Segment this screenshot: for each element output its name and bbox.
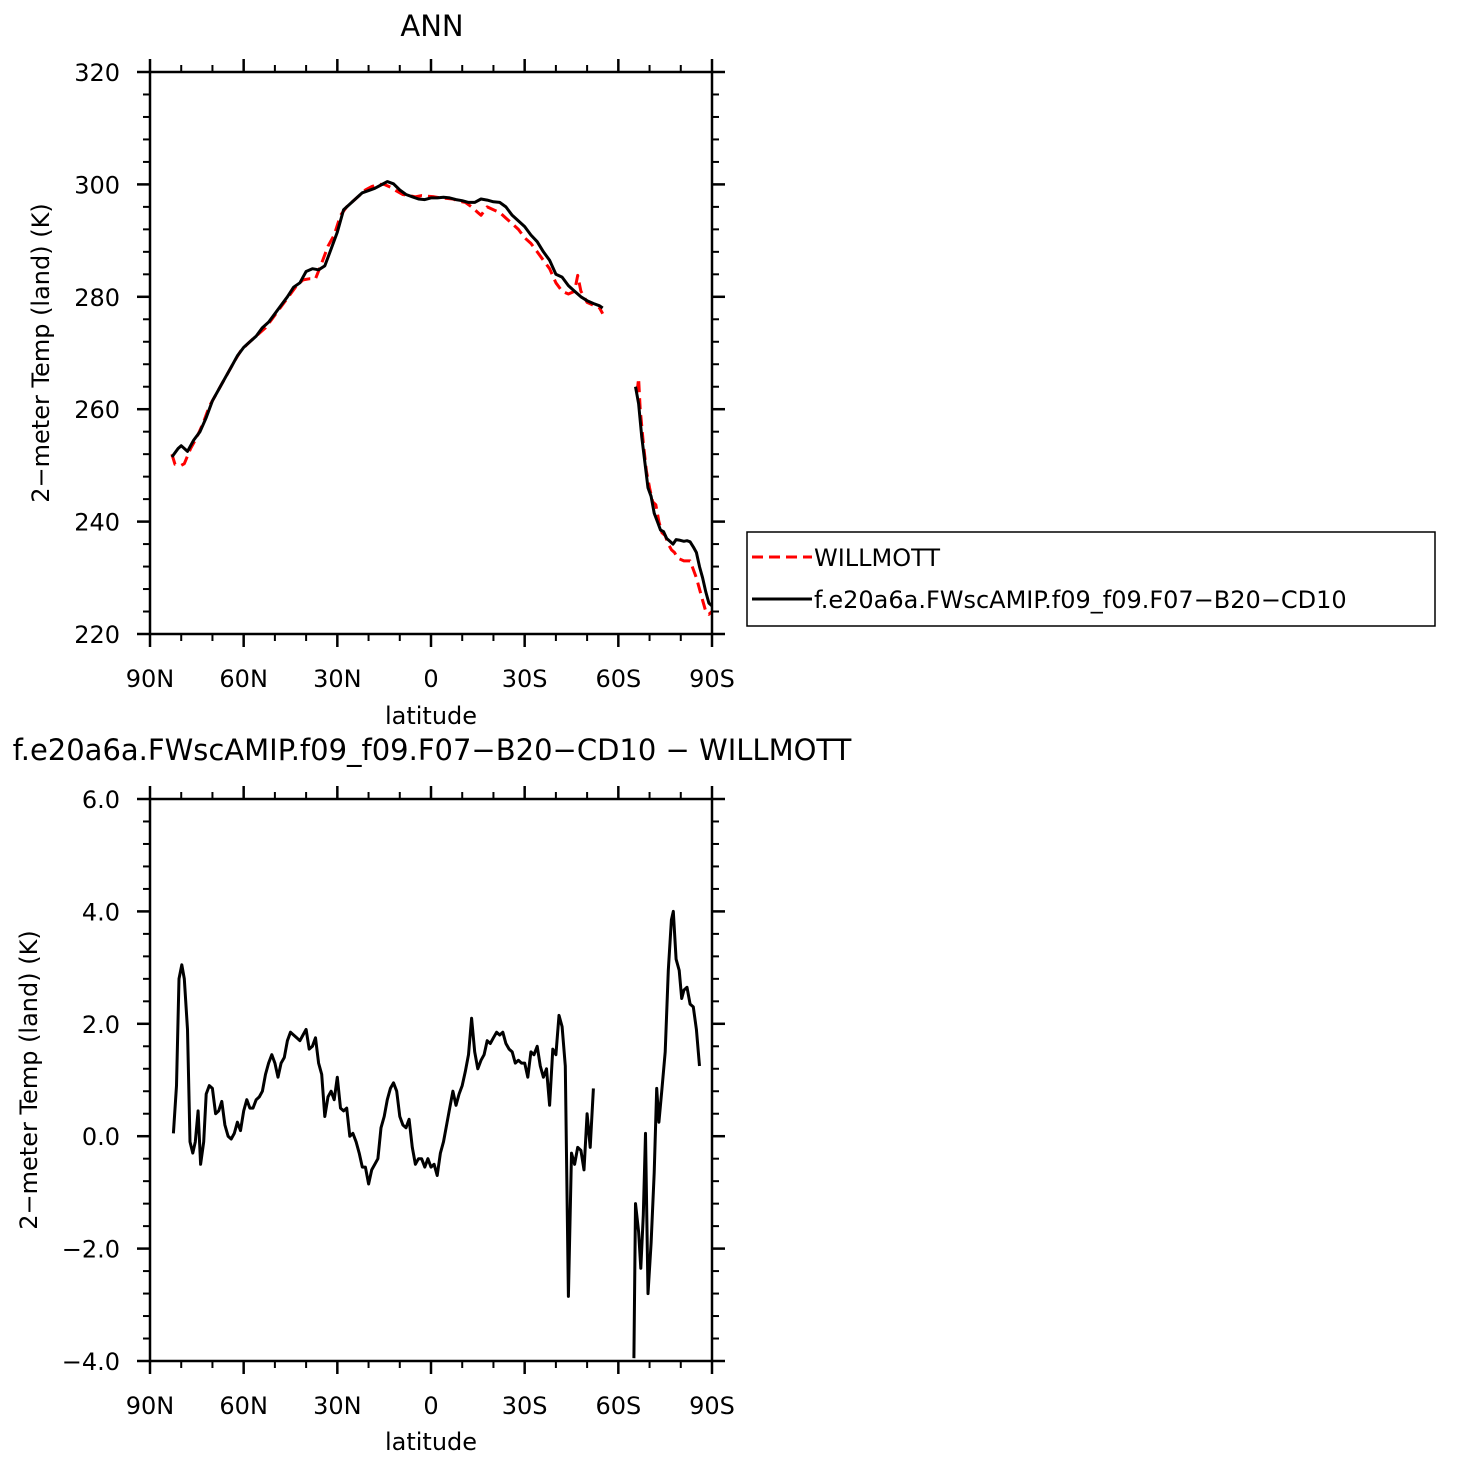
chart0-y-tick-label: 240 — [74, 509, 120, 537]
chart0-x-tick-label: 0 — [423, 665, 438, 693]
chart1-x-tick-label: 30N — [313, 1392, 362, 1420]
chart0-x-tick-label: 60N — [219, 665, 268, 693]
chart0-y-tick-label: 260 — [74, 396, 120, 424]
chart1-x-tick-label: 90N — [126, 1392, 175, 1420]
legend: WILLMOTT f.e20a6a.FWscAMIP.f09_f09.F07−B… — [746, 531, 1436, 627]
legend-box — [746, 531, 1436, 627]
top-chart-y-axis-label: 2−meter Temp (land) (K) — [27, 203, 55, 502]
chart0-x-tick-label: 90S — [689, 665, 735, 693]
chart0-x-tick-label: 60S — [595, 665, 641, 693]
chart1-x-tick-label: 60S — [595, 1392, 641, 1420]
top-chart-y-tick-labels: 220 240 260 280 300 320 — [74, 59, 120, 649]
chart0-series-1-segment-0 — [170, 180, 604, 458]
chart0-series-1-segment-1 — [634, 386, 714, 608]
chart1-x-tick-label: 30S — [502, 1392, 548, 1420]
top-chart-title: ANN — [400, 9, 463, 43]
top-chart-x-tick-labels: 90N 60N 30N 0 30S 60S 90S — [126, 665, 735, 693]
chart1-y-tick-label: 4.0 — [82, 898, 120, 926]
chart1-y-tick-label: 0.0 — [82, 1123, 120, 1151]
chart1-x-tick-label: 0 — [423, 1392, 438, 1420]
bottom-chart: f.e20a6a.FWscAMIP.f09_f09.F07−B20−CD10 −… — [13, 733, 852, 1456]
bottom-chart-y-axis-label: 2−meter Temp (land) (K) — [15, 930, 43, 1229]
chart1-series-0-segment-0 — [171, 963, 595, 1298]
top-chart-series — [170, 180, 714, 616]
chart1-x-tick-label: 60N — [219, 1392, 268, 1420]
chart0-x-tick-label: 30N — [313, 665, 362, 693]
bottom-chart-ticks — [137, 786, 725, 1374]
chart0-y-tick-label: 220 — [74, 621, 120, 649]
chart0-x-tick-label: 90N — [126, 665, 175, 693]
legend-label-willmott: WILLMOTT — [814, 544, 940, 572]
chart1-x-tick-label: 90S — [689, 1392, 735, 1420]
chart1-y-tick-label: −4.0 — [62, 1348, 120, 1376]
top-chart-x-axis-label: latitude — [385, 702, 477, 730]
bottom-chart-x-axis-label: latitude — [385, 1428, 477, 1456]
top-chart-ticks — [137, 59, 725, 647]
chart1-y-tick-label: 2.0 — [82, 1011, 120, 1039]
legend-label-model: f.e20a6a.FWscAMIP.f09_f09.F07−B20−CD10 — [814, 586, 1347, 614]
chart1-y-tick-label: 6.0 — [82, 786, 120, 814]
bottom-chart-y-tick-labels: −4.0 −2.0 0.0 2.0 4.0 6.0 — [62, 786, 120, 1376]
chart1-y-tick-label: −2.0 — [62, 1236, 120, 1264]
chart0-x-tick-label: 30S — [502, 665, 548, 693]
chart0-y-tick-label: 280 — [74, 284, 120, 312]
chart0-y-tick-label: 300 — [74, 171, 120, 199]
bottom-chart-series — [171, 909, 701, 1359]
bottom-chart-title: f.e20a6a.FWscAMIP.f09_f09.F07−B20−CD10 −… — [13, 733, 852, 767]
chart0-y-tick-label: 320 — [74, 59, 120, 87]
chart1-series-0-segment-1 — [632, 909, 701, 1359]
bottom-chart-x-tick-labels: 90N 60N 30N 0 30S 60S 90S — [126, 1392, 735, 1420]
top-chart: ANN 90N 60N 30N 0 30S 60S 90S 220 240 260 280 300 3… — [27, 9, 1436, 730]
